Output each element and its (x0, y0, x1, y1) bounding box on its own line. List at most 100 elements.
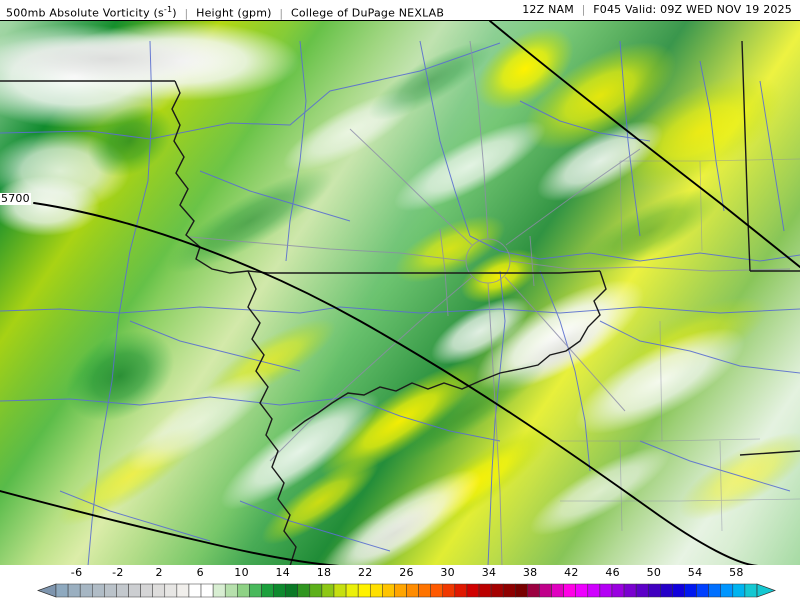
colorbar-swatch (55, 583, 69, 598)
colorbar-strip-wrapper[interactable] (0, 583, 800, 598)
colorbar-swatch (249, 583, 262, 598)
colorbar-swatch (345, 583, 359, 598)
interstate-layer (189, 40, 791, 565)
colorbar-swatch (647, 583, 661, 598)
colorbar-swatch (152, 583, 166, 598)
header-title-right: 12Z NAM | F045 Valid: 09Z WED NOV 19 202… (522, 0, 792, 20)
title-separator-2: | (279, 6, 284, 20)
colorbar-tick-labels: -6 -2 2 6 10 14 18 22 26 30 34 38 42 46 50 54 58 (0, 566, 800, 581)
forecast-valid-label: F045 Valid: 09Z WED NOV 19 2025 (593, 3, 792, 16)
colorbar-tick-label: 14 (275, 566, 291, 579)
geography-layer (0, 21, 800, 565)
height-contour-south (0, 490, 340, 565)
colorbar-tick-label: 26 (399, 566, 414, 579)
colorbar-swatch (623, 583, 637, 598)
model-run-label: 12Z NAM (522, 3, 574, 16)
colorbar-swatch (237, 583, 250, 598)
colorbar-swatch (394, 583, 407, 598)
colorbar-swatch (128, 583, 141, 598)
colorbar-strip[interactable] (0, 583, 800, 598)
colorbar-swatch (660, 583, 673, 598)
colorbar-tick-label: 58 (729, 566, 744, 579)
colorbar-tick-label: 6 (196, 566, 204, 579)
colorbar-swatch (527, 583, 540, 598)
vorticity-contour-map[interactable] (0, 21, 800, 565)
colorbar-swatch (369, 583, 383, 598)
colorbar-swatch (515, 583, 528, 598)
colorbar-swatch (720, 583, 734, 598)
colorbar-swatch (164, 583, 178, 598)
colorbar-overflow-arrow (756, 583, 777, 598)
colorbar-tick-label: 54 (687, 566, 703, 579)
colorbar-swatch (708, 583, 721, 598)
colorbar-swatch (92, 583, 105, 598)
colorbar-tick-label: 34 (481, 566, 497, 579)
title-exponent: -1 (163, 5, 173, 14)
colorbar[interactable]: -6 -2 2 6 10 14 18 22 26 30 34 38 42 46 50 54 58 (0, 565, 800, 600)
colorbar-swatch (200, 583, 214, 598)
colorbar-swatch (696, 583, 709, 598)
colorbar-swatch (285, 583, 298, 598)
title-separator-1: | (184, 6, 189, 20)
colorbar-swatch (551, 583, 564, 598)
title-separator-3: | (581, 3, 586, 16)
state-border-layer (0, 40, 800, 565)
title-vorticity: 500mb Absolute Vorticity (s (6, 6, 164, 20)
colorbar-swatch (309, 583, 323, 598)
height-contour-north (489, 21, 800, 268)
colorbar-swatch (224, 583, 238, 598)
map-panel[interactable]: 5700 (0, 20, 800, 565)
header-title-left: 500mb Absolute Vorticity (s-1) | Height … (6, 0, 444, 24)
height-contour-5700 (33, 202, 760, 565)
colorbar-swatch (599, 583, 613, 598)
colorbar-swatch (357, 583, 371, 598)
colorbar-swatch (732, 583, 746, 598)
colorbar-swatch (321, 583, 335, 598)
colorbar-tick-label: -6 (70, 566, 83, 579)
colorbar-tick-label: 42 (564, 566, 579, 579)
colorbar-tick-label: 46 (605, 566, 620, 579)
vorticity-maxima (0, 21, 800, 565)
colorbar-swatch (684, 583, 697, 598)
colorbar-swatch (188, 583, 202, 598)
colorbar-swatch (140, 583, 153, 598)
colorbar-swatch (539, 583, 552, 598)
colorbar-tick-label: -2 (112, 566, 124, 579)
title-paren: ) (172, 6, 177, 20)
colorbar-tick-label: 10 (234, 566, 249, 579)
colorbar-swatch (382, 583, 395, 598)
colorbar-swatch (575, 583, 589, 598)
colorbar-swatch (176, 583, 190, 598)
colorbar-swatch (672, 583, 685, 598)
colorbar-swatch (744, 583, 758, 598)
colorbar-swatch (261, 583, 274, 598)
colorbar-swatch (466, 583, 480, 598)
colorbar-swatch (430, 583, 444, 598)
colorbar-swatch (611, 583, 625, 598)
road-layer (560, 158, 800, 532)
colorbar-tick-label: 30 (440, 566, 455, 579)
colorbar-swatch (442, 583, 456, 598)
height-contour-label-5700: 5700 (0, 192, 31, 205)
colorbar-tick-label: 18 (316, 566, 332, 579)
colorbar-underflow-arrow (36, 583, 57, 598)
colorbar-swatch (116, 583, 129, 598)
title-height: Height (gpm) (196, 6, 272, 20)
colorbar-swatch (490, 583, 504, 598)
colorbar-swatch (333, 583, 347, 598)
colorbar-swatch (454, 583, 468, 598)
colorbar-swatch (587, 583, 601, 598)
colorbar-swatch (79, 583, 93, 598)
vorticity-bands-overlay (0, 21, 800, 565)
colorbar-swatch (502, 583, 516, 598)
colorbar-tick-label: 38 (522, 566, 538, 579)
colorbar-swatch (67, 583, 81, 598)
colorbar-tick-label: 50 (646, 566, 662, 579)
colorbar-swatch (478, 583, 492, 598)
colorbar-swatch (563, 583, 576, 598)
colorbar-tick-label: 2 (155, 566, 163, 579)
colorbar-swatch (212, 583, 226, 598)
height-contour-layer (0, 21, 800, 565)
vorticity-field-layer (0, 21, 800, 565)
